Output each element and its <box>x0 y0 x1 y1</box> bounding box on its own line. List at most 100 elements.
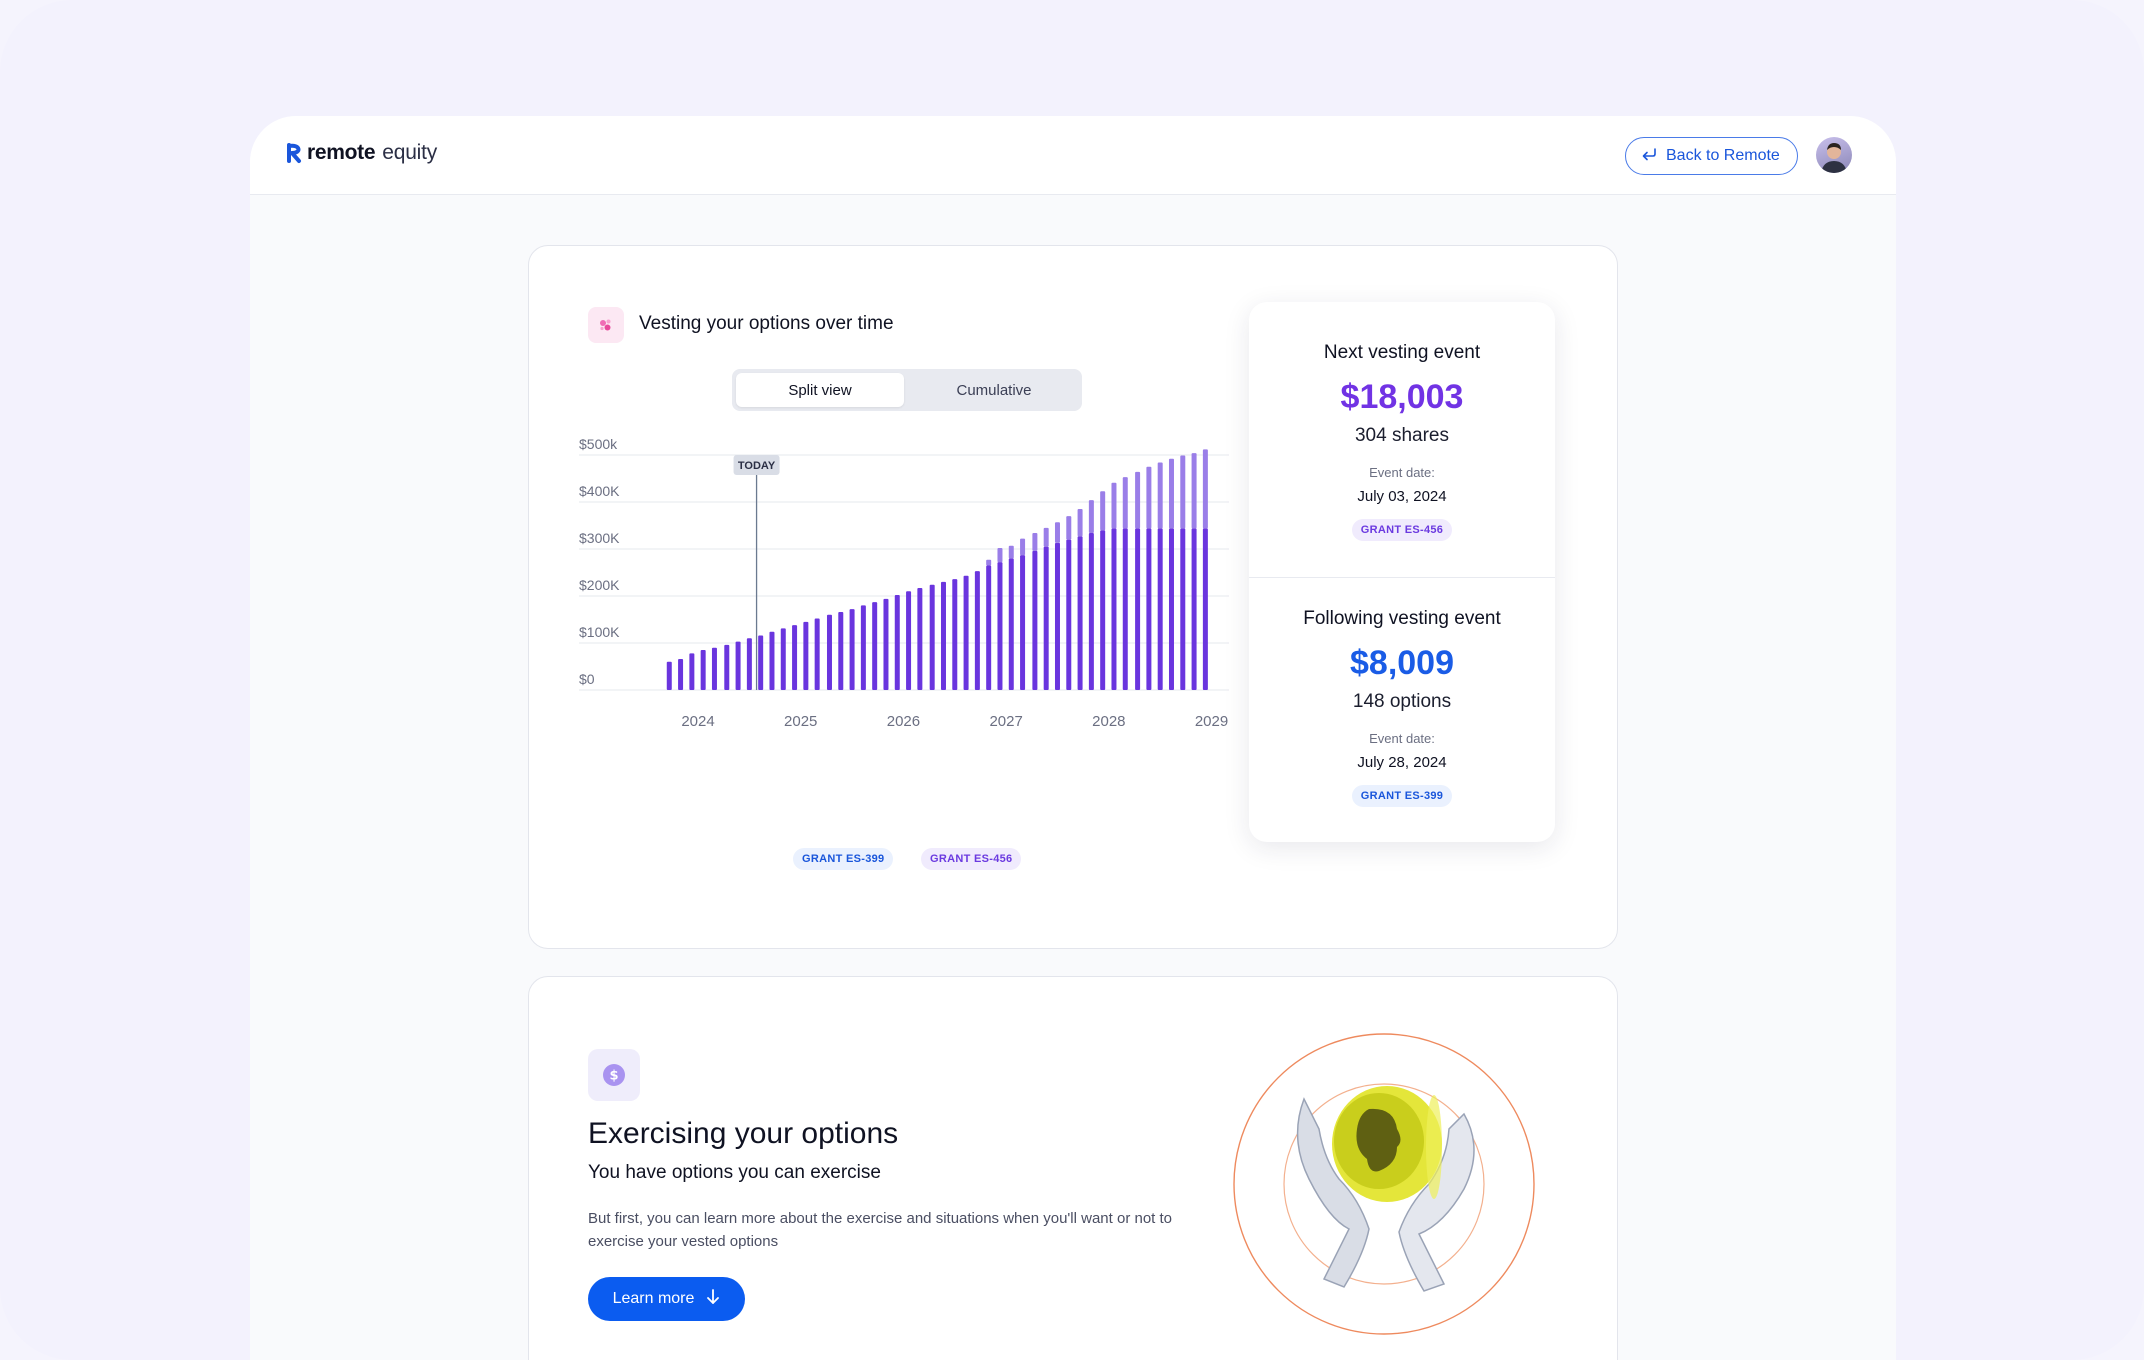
avatar[interactable] <box>1816 137 1852 173</box>
back-button-label: Back to Remote <box>1666 147 1780 164</box>
today-label: TODAY <box>738 460 776 472</box>
bar-grant-es-399 <box>792 625 798 690</box>
bar-grant-es-399 <box>1202 528 1208 690</box>
view-toggle: Split view Cumulative <box>732 369 1082 411</box>
bar-grant-es-399 <box>1180 528 1186 690</box>
bar-grant-es-456 <box>1077 509 1083 537</box>
bar-grant-es-399 <box>906 591 912 690</box>
x-tick-label: 2027 <box>989 713 1022 730</box>
next-event-date-label: Event date: <box>1369 465 1435 480</box>
x-tick-label: 2024 <box>681 713 714 730</box>
logo-brand-text: remote <box>307 141 376 164</box>
bar-grant-es-399 <box>952 579 958 690</box>
exercise-title: Exercising your options <box>588 1117 899 1150</box>
bar-grant-es-399 <box>929 584 935 690</box>
legend-grant-es-456: GRANT ES-456 <box>921 848 1022 870</box>
following-event-date-label: Event date: <box>1369 731 1435 746</box>
bar-grant-es-456 <box>1157 462 1163 529</box>
remote-logo-icon <box>286 142 303 164</box>
arrow-down-icon <box>706 1288 720 1311</box>
x-tick-label: 2025 <box>784 713 817 730</box>
vesting-bar-chart: TODAY $0 $100K $200K $300K $400K $500k 2024 20… <box>579 436 1229 730</box>
toggle-split-view[interactable]: Split view <box>736 373 904 407</box>
bar-grant-es-399 <box>1122 528 1128 690</box>
y-tick-label: $0 <box>579 671 595 687</box>
svg-text:$: $ <box>609 1069 618 1084</box>
next-event-count: 304 shares <box>1354 425 1449 446</box>
bar-grant-es-399 <box>974 571 980 690</box>
remote-equity-logo[interactable]: remote equity <box>286 141 437 165</box>
back-arrow-icon <box>1641 147 1657 166</box>
bar-grant-es-399 <box>1100 530 1106 690</box>
toggle-cumulative[interactable]: Cumulative <box>956 381 1032 399</box>
learn-more-button[interactable]: Learn more <box>588 1277 745 1321</box>
bar-grant-es-399 <box>940 581 946 690</box>
bar-grant-es-399 <box>1054 542 1060 690</box>
bar-grant-es-456 <box>1032 533 1038 551</box>
x-tick-label: 2028 <box>1092 713 1125 730</box>
bar-grant-es-399 <box>1020 555 1026 690</box>
bar-grant-es-399 <box>849 609 855 690</box>
bar-grant-es-456 <box>1168 458 1174 529</box>
bar-grant-es-399 <box>780 628 786 690</box>
exercise-card: $ Exercising your options You have optio… <box>528 976 1618 1360</box>
bar-grant-es-399 <box>986 565 992 690</box>
bar-grant-es-399 <box>711 647 717 690</box>
x-tick-label: 2026 <box>887 713 920 730</box>
bar-grant-es-399 <box>1008 558 1014 690</box>
bar-grant-es-399 <box>746 638 752 690</box>
bar-grant-es-399 <box>872 602 878 690</box>
bar-grant-es-456 <box>1043 527 1049 547</box>
bar-grant-es-399 <box>838 611 844 690</box>
bar-grant-es-456 <box>1111 482 1117 529</box>
bar-grant-es-456 <box>1122 477 1128 529</box>
bar-grant-es-399 <box>666 661 672 690</box>
y-tick-label: $100K <box>579 624 620 640</box>
dollar-coin-icon: $ <box>588 1049 640 1101</box>
bar-grant-es-399 <box>678 658 684 690</box>
exercise-subtitle: You have options you can exercise <box>588 1162 881 1183</box>
vesting-card: Vesting your options over time Split vie… <box>528 245 1618 949</box>
bar-grant-es-399 <box>963 575 969 690</box>
following-event-amount: $8,009 <box>1350 644 1454 682</box>
bar-grant-es-456 <box>1202 449 1208 529</box>
bar-grant-es-399 <box>1157 528 1163 690</box>
bar-grant-es-456 <box>1100 491 1106 531</box>
bar-grant-es-399 <box>1088 533 1094 690</box>
vesting-title: Vesting your options over time <box>639 313 894 334</box>
bar-grant-es-399 <box>758 635 764 690</box>
bar-grant-es-456 <box>1135 471 1141 529</box>
bar-grant-es-399 <box>997 562 1003 690</box>
bar-grant-es-399 <box>860 605 866 690</box>
bar-grant-es-399 <box>1168 528 1174 690</box>
bar-grant-es-399 <box>894 595 900 690</box>
bar-grant-es-399 <box>1066 539 1072 690</box>
bar-grant-es-399 <box>1146 528 1152 690</box>
bar-grant-es-456 <box>986 559 992 566</box>
bar-grant-es-456 <box>1146 466 1152 529</box>
bar-grant-es-399 <box>826 614 832 690</box>
y-tick-label: $200K <box>579 577 620 593</box>
back-to-remote-button[interactable]: Back to Remote <box>1625 137 1798 175</box>
next-event-amount: $18,003 <box>1340 378 1464 416</box>
bar-grant-es-399 <box>814 618 820 690</box>
bar-grant-es-399 <box>1077 536 1083 690</box>
next-vesting-event: Next vesting event $18,003 304 shares Ev… <box>1249 302 1555 578</box>
exercise-description: But first, you can learn more about the … <box>588 1210 1173 1250</box>
bar-grant-es-399 <box>689 653 695 690</box>
bar-grant-es-399 <box>803 621 809 690</box>
bar-grant-es-399 <box>1191 528 1197 690</box>
bar-grant-es-399 <box>1135 528 1141 690</box>
top-navigation-bar: remote equity Back to Remote <box>250 116 1896 195</box>
bar-grant-es-456 <box>1180 455 1186 529</box>
bar-grant-es-399 <box>724 644 730 690</box>
bar-grant-es-456 <box>997 548 1003 563</box>
vesting-events-panel: Next vesting event $18,003 304 shares Ev… <box>1249 302 1555 842</box>
bar-grant-es-399 <box>1032 550 1038 690</box>
next-event-title: Next vesting event <box>1323 342 1481 363</box>
y-tick-label: $300K <box>579 530 620 546</box>
learn-more-label: Learn more <box>612 1290 695 1307</box>
bar-grant-es-399 <box>700 650 706 690</box>
bar-grant-es-456 <box>1020 538 1026 556</box>
bar-grant-es-399 <box>1043 546 1049 690</box>
